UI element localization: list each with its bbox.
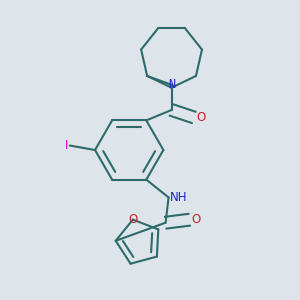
Text: O: O (192, 213, 201, 226)
Text: O: O (196, 111, 206, 124)
Text: NH: NH (170, 191, 188, 204)
Text: O: O (128, 213, 137, 226)
Text: N: N (168, 78, 175, 91)
Text: I: I (65, 139, 68, 152)
